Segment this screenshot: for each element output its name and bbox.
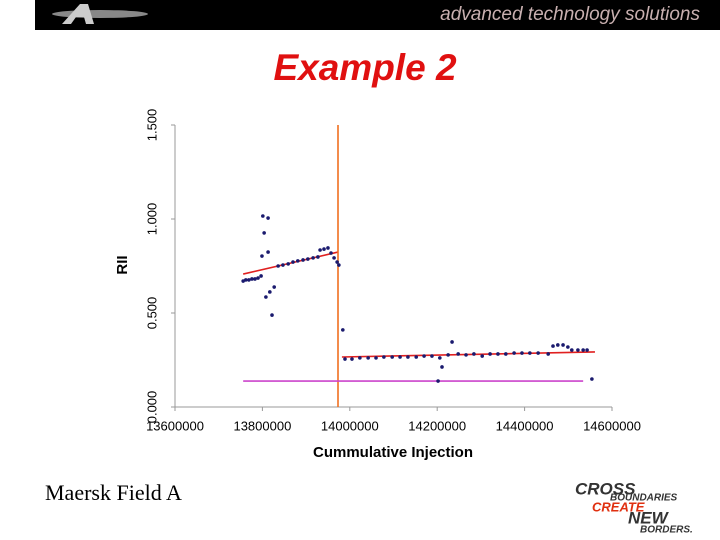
x-axis-title: Cummulative Injection [313,444,473,461]
data-point [350,357,354,361]
y-tick-label: 0.000 [144,391,159,424]
data-point [390,355,394,359]
data-point [335,260,339,264]
data-point [261,214,265,218]
data-point [268,290,272,294]
logo-word: BOUNDARIES [610,493,678,504]
data-point [358,356,362,360]
data-point [374,356,378,360]
data-point [306,257,310,261]
data-point [250,277,254,281]
header-tagline: advanced technology solutions [440,4,700,25]
footer-logo: CROSS BOUNDARIES CREATE NEW BORDERS. [575,479,693,535]
logo-word: CREATE [592,499,645,514]
x-tick-label: 13600000 [146,418,204,433]
data-point [520,351,524,355]
data-point [341,328,345,332]
data-point [270,313,274,317]
data-point [430,354,434,358]
data-point [266,216,270,220]
data-point [496,352,500,356]
data-point [569,348,574,352]
data-point [488,352,492,356]
data-point [436,379,440,383]
data-point [504,352,508,356]
data-point [438,356,442,360]
data-point [581,348,585,352]
data-point [301,258,305,262]
logo-word: NEW [628,508,670,527]
data-point [286,262,290,266]
data-point [480,354,485,358]
x-tick-label: 14200000 [408,418,466,433]
logo-word: CROSS [575,479,636,498]
data-point [446,353,450,357]
data-point [561,343,565,347]
trend-line [341,351,595,358]
data-point [512,351,516,355]
chart-title: Example 2 [273,47,456,88]
x-tick-label: 14000000 [321,418,379,433]
logo-word: BORDERS. [640,525,693,536]
data-point [546,352,550,356]
data-point [243,278,248,282]
data-point [295,259,300,263]
data-point [264,295,268,299]
footer-caption: Maersk Field A [45,480,182,505]
data-point [528,351,532,355]
y-tick-label: 1.000 [144,203,159,236]
data-point [450,340,454,344]
data-point [536,351,540,355]
data-point [414,355,419,359]
data-point [332,256,336,260]
data-point [343,357,347,361]
data-point [329,251,333,255]
data-point [266,250,270,254]
data-point [464,353,468,357]
data-point [259,274,263,278]
y-axis-title: RII [114,255,131,274]
data-point [291,260,295,264]
header-logo-swoosh [52,10,148,18]
data-point [576,348,580,352]
trend-line [242,251,339,275]
data-point [440,365,444,369]
data-point [256,276,260,280]
data-point [247,278,251,282]
data-point [366,356,370,360]
x-tick-label: 14400000 [496,418,554,433]
data-point [322,247,326,251]
data-point [337,263,341,267]
data-point [590,377,594,381]
data-point [281,263,285,267]
data-point [422,354,426,358]
data-point [311,256,315,260]
y-tick-label: 1.500 [144,109,159,142]
data-point [272,285,276,289]
data-point [276,264,280,268]
data-point [556,343,560,347]
data-point [316,255,320,259]
data-point [472,352,476,356]
data-point [262,231,266,235]
data-point [456,352,460,356]
data-point [253,277,257,281]
data-point [326,246,330,250]
data-point [551,344,555,348]
header-bar [35,0,720,30]
data-point [585,348,589,352]
data-point [406,355,410,359]
data-point [382,355,386,359]
data-point [260,254,264,258]
y-tick-label: 0.500 [144,297,159,330]
x-tick-label: 14600000 [583,418,641,433]
x-tick-label: 13800000 [233,418,291,433]
data-point [398,355,402,359]
data-point [318,248,322,252]
data-point [566,345,570,349]
header-logo [62,4,94,24]
